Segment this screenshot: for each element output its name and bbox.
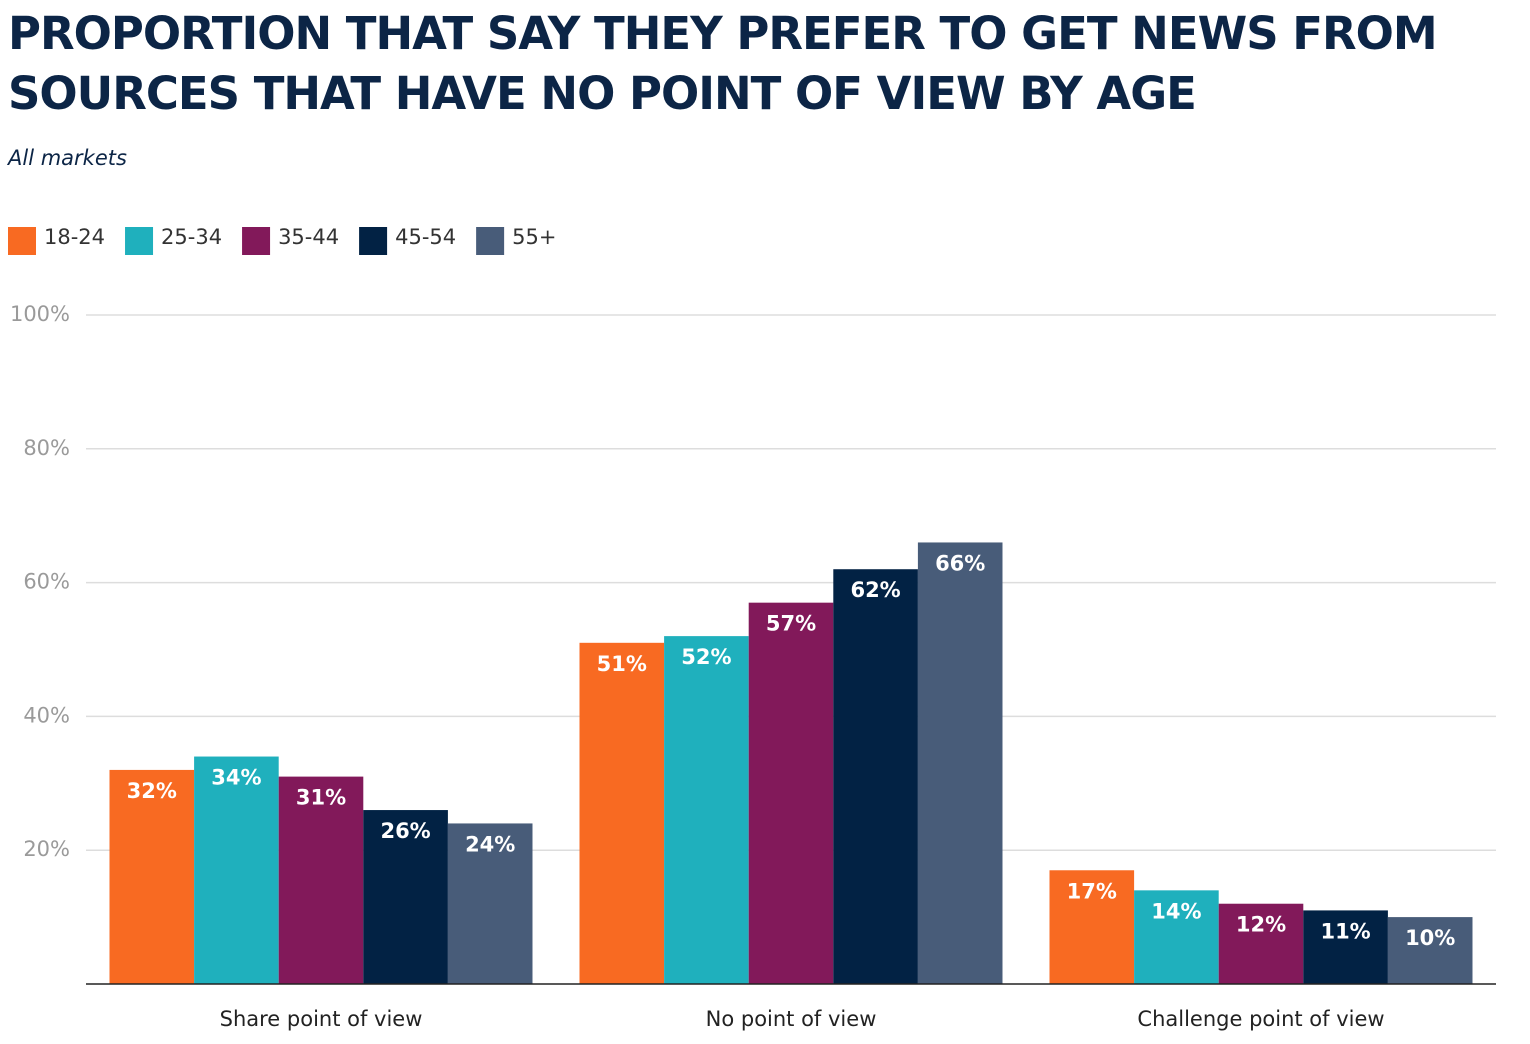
bar [278, 776, 364, 984]
y-tick-label: 100% [10, 302, 70, 326]
bar [664, 636, 749, 984]
chart-subtitle: All markets [8, 146, 127, 170]
value-label: 52% [681, 645, 731, 669]
legend-swatch [125, 227, 154, 255]
legend-label: 45-54 [395, 225, 456, 249]
bar [748, 602, 834, 984]
legend-swatch [476, 227, 505, 255]
bar [1387, 917, 1473, 984]
bar [1134, 890, 1219, 984]
value-label: 11% [1320, 919, 1370, 943]
value-label: 62% [850, 578, 900, 602]
bar [1049, 870, 1135, 984]
value-label: 14% [1151, 899, 1201, 923]
bar [1218, 903, 1304, 984]
bar [833, 569, 918, 984]
legend-swatch [359, 227, 388, 255]
value-label: 51% [597, 652, 647, 676]
legend-swatch [242, 227, 271, 255]
value-label: 24% [465, 832, 515, 856]
y-tick-label: 20% [23, 837, 70, 861]
bar [917, 542, 1003, 984]
value-label: 12% [1236, 913, 1286, 937]
value-label: 31% [296, 786, 346, 810]
legend-label: 55+ [512, 225, 556, 249]
bar [109, 769, 195, 984]
bar [1303, 910, 1388, 984]
legend-swatch [8, 227, 36, 255]
legend-label: 35-44 [278, 225, 339, 249]
x-tick-label: No point of view [706, 1007, 877, 1031]
bar [363, 810, 448, 984]
value-label: 26% [380, 819, 430, 843]
bar [447, 823, 533, 984]
bar [194, 756, 279, 984]
x-tick-label: Share point of view [220, 1007, 423, 1031]
value-label: 10% [1405, 926, 1455, 950]
value-label: 34% [211, 766, 261, 790]
value-label: 32% [127, 779, 177, 803]
chart-title: PROPORTION THAT SAY THEY PREFER TO GET N… [8, 7, 1438, 120]
value-label: 57% [766, 612, 816, 636]
x-tick-label: Challenge point of view [1137, 1007, 1384, 1031]
bar [579, 642, 665, 984]
y-tick-label: 80% [23, 436, 70, 460]
y-tick-label: 60% [23, 570, 70, 594]
value-label: 17% [1067, 879, 1117, 903]
legend-label: 25-34 [161, 225, 222, 249]
legend-label: 18-24 [44, 225, 105, 249]
y-tick-label: 40% [23, 703, 70, 727]
value-label: 66% [935, 551, 985, 575]
